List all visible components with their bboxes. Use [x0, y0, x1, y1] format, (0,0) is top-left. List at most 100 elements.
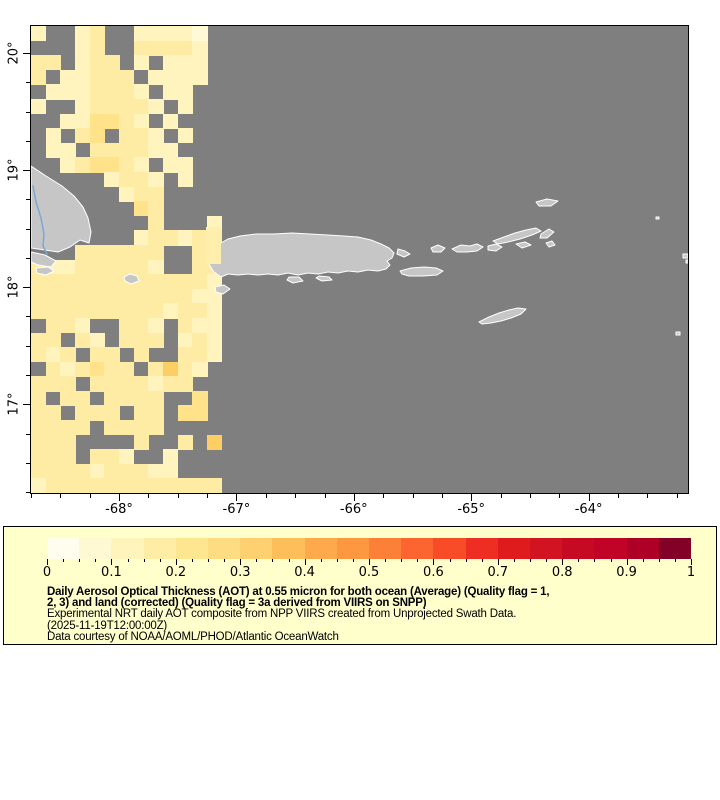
aot-grid-cell — [133, 171, 150, 188]
aot-grid-cell — [177, 99, 194, 115]
aot-grid-cell — [177, 317, 194, 334]
colorbar-tick-label: 1 — [686, 565, 696, 580]
aot-grid-cell — [133, 347, 150, 363]
colorbar-minor-tick — [449, 559, 451, 562]
lon-tick-label: -66° — [339, 502, 368, 517]
aot-grid-cell — [104, 259, 120, 275]
aot-grid-cell — [60, 376, 76, 392]
colorbar-tick-label: 0.4 — [294, 565, 315, 580]
aot-grid-cell — [45, 478, 62, 493]
aot-grid-cell — [133, 128, 150, 144]
aot-grid-cell — [89, 55, 106, 71]
aot-grid-cell — [163, 274, 179, 290]
lon-minor-tick — [89, 494, 91, 498]
colorbar-minor-tick — [288, 559, 290, 562]
colorbar-segment — [79, 538, 112, 559]
aot-grid-cell — [133, 420, 150, 436]
aot-grid-cell — [163, 288, 179, 304]
aot-grid-cell — [31, 332, 47, 348]
aot-grid-cell — [177, 332, 194, 348]
aot-grid-cell — [31, 449, 47, 465]
aot-grid-cell — [119, 420, 135, 436]
aot-grid-cell — [89, 347, 106, 363]
aot-grid-cell — [31, 99, 47, 115]
aot-grid-cell — [148, 376, 164, 392]
colorbar-segment — [336, 538, 370, 559]
aot-grid-cell — [163, 449, 179, 465]
lon-minor-tick — [207, 494, 208, 498]
aot-grid-cell — [89, 376, 106, 392]
lat-minor-tick — [26, 375, 30, 376]
aot-grid-cell — [45, 463, 62, 480]
aot-grid-cell — [75, 128, 91, 144]
aot-grid-cell — [75, 26, 91, 42]
colorbar-major-tick — [562, 559, 564, 565]
aot-grid-cell — [133, 463, 150, 480]
colorbar-minor-tick — [320, 559, 322, 562]
aot-grid-cell — [119, 84, 135, 100]
aot-grid-cell — [60, 347, 76, 363]
aot-grid-cell — [163, 69, 179, 86]
aot-grid-cell — [207, 274, 223, 290]
aot-grid-cell — [133, 376, 150, 392]
aot-grid-cell — [148, 259, 164, 275]
aot-grid-cell — [133, 113, 150, 129]
aot-grid-cell — [133, 230, 150, 246]
aot-grid-cell — [119, 478, 135, 493]
aot-grid-cell — [148, 186, 164, 202]
lon-major-tick — [353, 494, 355, 501]
aot-grid-cell — [60, 434, 76, 450]
aot-grid-cell — [133, 434, 150, 450]
aot-grid-cell — [119, 128, 135, 144]
aot-grid-cell — [31, 478, 47, 493]
lon-minor-tick — [177, 494, 179, 498]
mona-island — [123, 273, 140, 285]
aot-grid-cell — [89, 405, 106, 421]
aot-grid-cell — [104, 347, 120, 363]
lon-major-tick — [119, 494, 120, 501]
aot-grid-cell — [104, 376, 120, 392]
aot-grid-cell — [104, 420, 120, 436]
lat-tick-label: 17° — [6, 392, 22, 416]
aot-grid-cell — [104, 171, 120, 188]
lon-minor-tick — [324, 494, 326, 498]
colorbar-minor-tick — [191, 559, 193, 562]
lat-minor-tick — [26, 433, 30, 435]
lat-major-tick — [23, 287, 30, 289]
colorbar-segment — [240, 538, 273, 559]
aot-grid-cell — [192, 230, 208, 246]
legend-panel: 0 0.1 0.2 0.3 0.4 0.5 0.6 0.7 0.8 0.9 1 Daily Aero… — [3, 526, 717, 645]
aot-grid-cell — [177, 69, 194, 86]
aot-grid-cell — [60, 317, 76, 334]
aot-grid-cell — [148, 128, 164, 144]
colorbar-major-tick — [691, 559, 692, 565]
aot-grid-cell — [75, 84, 91, 100]
aot-grid-cell — [192, 288, 208, 304]
colorbar-tick-label: 0 — [42, 565, 52, 580]
aot-grid-cell — [177, 55, 194, 71]
aot-grid-cell — [89, 463, 106, 480]
aot-grid-cell — [192, 361, 208, 377]
puerto-rico-south-islet-2 — [315, 275, 333, 282]
colorbar-minor-tick — [401, 559, 403, 562]
colorbar-minor-tick — [127, 559, 129, 562]
aot-grid-cell — [148, 361, 164, 377]
lat-minor-tick — [26, 345, 30, 347]
colorbar-tick-label: 0.8 — [551, 565, 573, 580]
lat-minor-tick — [26, 199, 30, 201]
lon-minor-tick — [148, 494, 150, 498]
aot-grid-cell — [45, 128, 62, 144]
hispaniola-landmass — [31, 165, 92, 253]
aot-grid-cell — [177, 26, 194, 42]
colorbar-minor-tick — [256, 559, 258, 562]
aot-grid-cell — [89, 157, 106, 173]
aot-grid-cell — [89, 361, 106, 377]
aot-grid-cell — [60, 157, 76, 173]
colorbar-segment — [111, 538, 144, 559]
aot-grid-cell — [133, 259, 150, 275]
aot-grid-cell — [133, 332, 150, 348]
legend-credit: Data courtesy of NOAA/AOML/PHOD/Atlantic… — [47, 630, 339, 643]
colorbar-minor-tick — [481, 559, 483, 562]
aot-grid-cell — [45, 420, 62, 436]
aot-grid-cell — [89, 449, 106, 465]
